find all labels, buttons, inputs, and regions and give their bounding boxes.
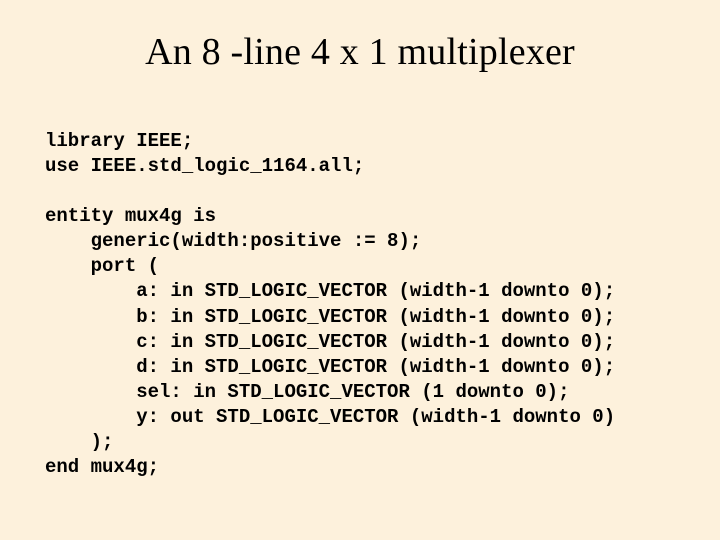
code-gap [45,179,675,204]
code-line: c: in STD_LOGIC_VECTOR (width-1 downto 0… [45,330,675,355]
code-line: entity mux4g is [45,204,675,229]
code-line: end mux4g; [45,455,675,480]
code-line: b: in STD_LOGIC_VECTOR (width-1 downto 0… [45,305,675,330]
code-line: a: in STD_LOGIC_VECTOR (width-1 downto 0… [45,279,675,304]
slide: An 8 -line 4 x 1 multiplexer library IEE… [0,0,720,540]
code-line: d: in STD_LOGIC_VECTOR (width-1 downto 0… [45,355,675,380]
page-title: An 8 -line 4 x 1 multiplexer [45,30,675,74]
code-line: y: out STD_LOGIC_VECTOR (width-1 downto … [45,405,675,430]
code-block: library IEEE;use IEEE.std_logic_1164.all… [45,104,675,530]
code-line: use IEEE.std_logic_1164.all; [45,154,675,179]
code-line: generic(width:positive := 8); [45,229,675,254]
code-line: ); [45,430,675,455]
code-line: sel: in STD_LOGIC_VECTOR (1 downto 0); [45,380,675,405]
code-line: port ( [45,254,675,279]
code-line: library IEEE; [45,129,675,154]
